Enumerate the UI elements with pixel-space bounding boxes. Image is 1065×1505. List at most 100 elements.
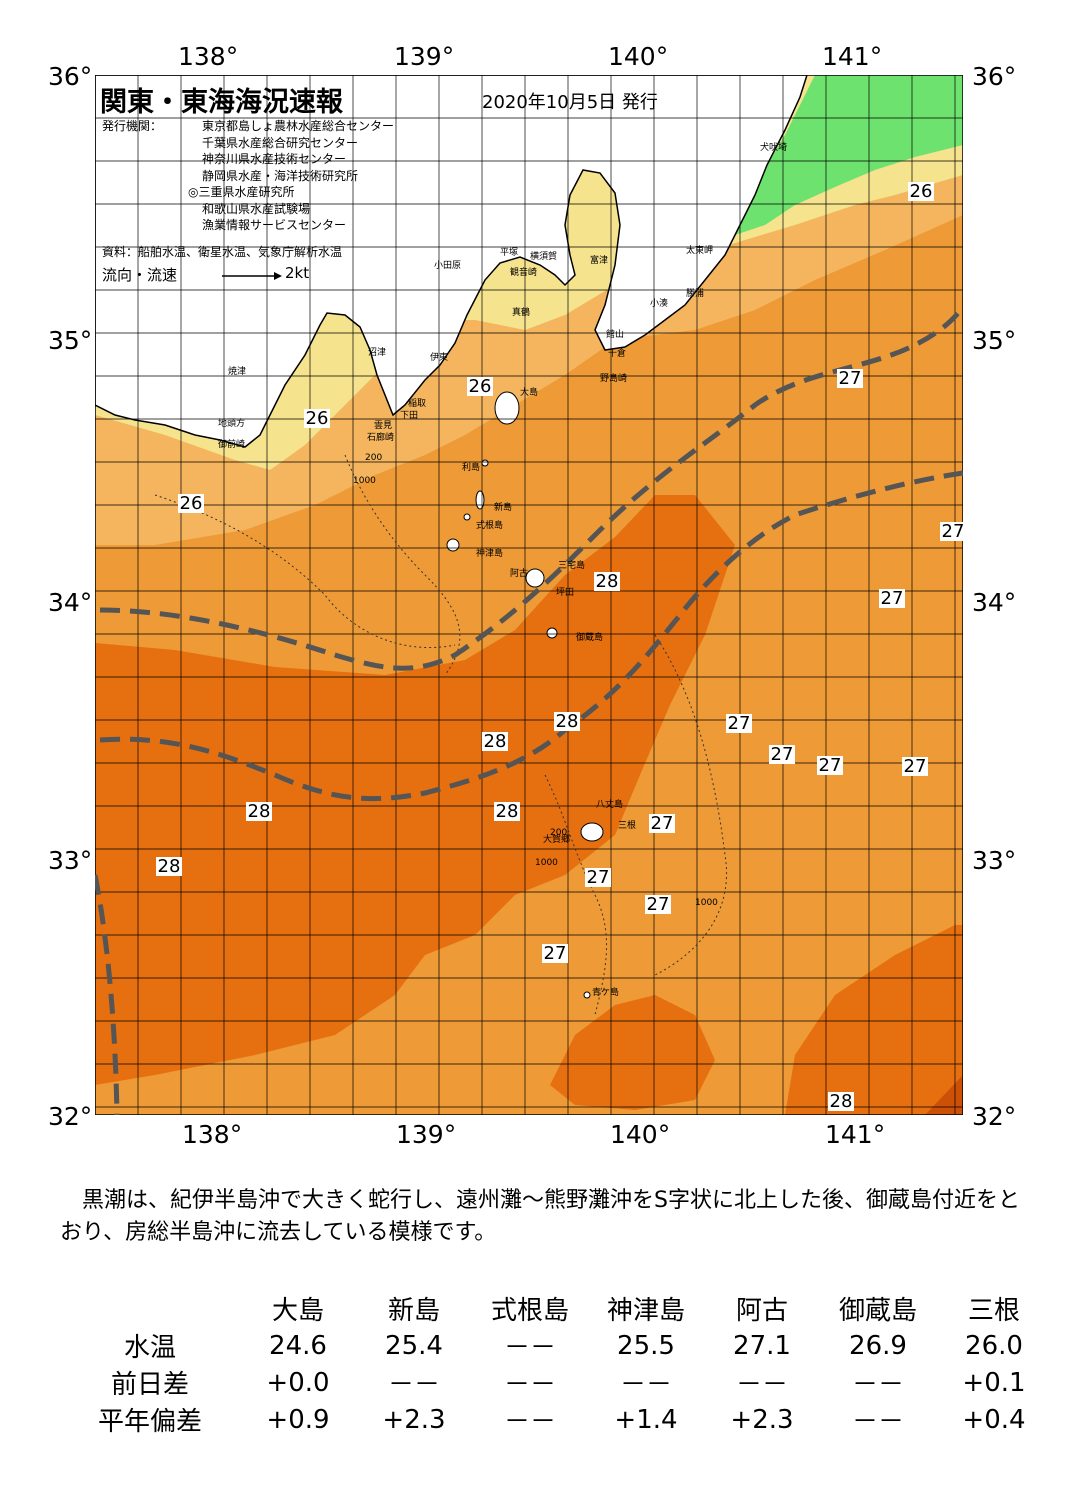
place-name: 八丈島 — [596, 800, 624, 810]
depth-contours — [154, 454, 727, 1016]
zone-24 — [735, 75, 963, 235]
land-honshu — [95, 75, 808, 448]
temp-label-bg — [304, 409, 330, 428]
cell: －－ — [503, 1370, 556, 1400]
lat-tick-left-32: 32° — [48, 1102, 93, 1131]
place-name: 雲見 — [374, 421, 393, 431]
temp-label: 27 — [839, 368, 862, 389]
place-name: 千倉 — [608, 349, 627, 359]
temp-label-bg — [494, 802, 520, 821]
island-kozushima — [446, 538, 460, 552]
observation-table: 大島 新島 式根島 神津島 阿古 御蔵島 三根 水温 24.6 25.4 －－ … — [60, 1290, 1052, 1438]
temp-label: 27 — [651, 813, 674, 834]
cell: +0.1 — [962, 1367, 1026, 1398]
temp-label: 27 — [771, 744, 794, 765]
issuer-0: 東京都島しょ農林水産総合センター — [202, 119, 395, 133]
lon-tick-bottom-139: 139° — [396, 1120, 457, 1149]
cell: 25.5 — [617, 1330, 675, 1361]
zone-28-main — [95, 495, 735, 1085]
cell: +0.4 — [962, 1404, 1026, 1435]
place-name: 新島 — [494, 503, 513, 513]
island-aogashima — [583, 991, 591, 999]
place-name: 神津島 — [476, 549, 504, 559]
temp-label-bg — [908, 182, 934, 201]
temp-label-bg — [594, 572, 620, 591]
lat-tick-left-33: 33° — [48, 846, 93, 875]
place-name: 館山 — [606, 330, 625, 340]
temp-label-bg — [246, 802, 272, 821]
place-name: 勝浦 — [686, 289, 705, 299]
place-name: 富津 — [590, 256, 609, 266]
cell: 26.9 — [849, 1330, 907, 1361]
temp-label: 28 — [830, 1091, 853, 1112]
temp-label: 28 — [484, 731, 507, 752]
depth-contour-a — [154, 494, 456, 649]
kuroshio-path-west — [95, 874, 120, 1115]
cell: －－ — [619, 1370, 672, 1400]
sea-temperature-map: 26 26 26 26 27 27 27 27 27 27 27 27 27 27 27 28 28 28 28 28… — [95, 75, 963, 1115]
depth-contour-d — [654, 634, 727, 976]
place-name: 沼津 — [368, 348, 387, 358]
temp-label: 26 — [306, 408, 329, 429]
temp-label-bg — [902, 757, 928, 776]
cell: 27.1 — [733, 1330, 791, 1361]
lat-tick-right-34: 34° — [972, 588, 1017, 617]
cell: 24.6 — [269, 1330, 327, 1361]
cell: －－ — [851, 1407, 904, 1437]
place-name: 三根 — [618, 821, 637, 831]
island-miyakejima — [525, 568, 545, 588]
temp-label: 27 — [819, 755, 842, 776]
lat-tick-right-32: 32° — [972, 1102, 1017, 1131]
place-name: 真鶴 — [512, 308, 531, 318]
temp-label-bg — [837, 369, 863, 388]
contour-label: 200 — [550, 828, 567, 838]
depth-contour-b — [344, 454, 461, 676]
place-name: 小田原 — [434, 261, 462, 271]
lat-tick-right-35: 35° — [972, 326, 1017, 355]
cell: +2.3 — [730, 1404, 794, 1435]
temp-label: 28 — [248, 801, 271, 822]
contour-label: 1000 — [695, 898, 718, 908]
col-ako: 阿古 — [735, 1296, 788, 1326]
contour-label: 200 — [365, 453, 382, 463]
place-name: 下田 — [400, 411, 419, 421]
header-empty — [60, 1290, 240, 1327]
lon-tick-top-140: 140° — [608, 42, 669, 71]
issue-date: 2020年10月5日 発行 — [482, 92, 658, 113]
place-name: 式根島 — [476, 521, 504, 531]
cell: －－ — [503, 1333, 556, 1363]
lon-tick-top-139: 139° — [394, 42, 455, 71]
issuer-6: 漁業情報サービスセンター — [202, 218, 347, 232]
cell: +0.9 — [266, 1404, 330, 1435]
temp-labels: 26 26 26 26 27 27 27 27 27 27 27 27 27 27 27 28 28 28 28 28… — [156, 181, 963, 1112]
temp-label: 26 — [469, 376, 492, 397]
island-shikinejima — [463, 513, 471, 521]
island-oshima — [494, 391, 520, 425]
temp-label: 27 — [544, 943, 567, 964]
col-niijima: 新島 — [387, 1296, 440, 1326]
data-sources: 資料：船舶水温、衛星水温、気象庁解析水温 — [102, 245, 343, 259]
place-name: 地頭方 — [218, 419, 246, 429]
place-name: 稲取 — [408, 399, 427, 409]
col-kozushima: 神津島 — [606, 1296, 685, 1326]
temp-label-bg — [585, 868, 611, 887]
place-name: 三宅島 — [558, 561, 586, 571]
depth-contour-c — [544, 774, 608, 1016]
lat-tick-left-36: 36° — [48, 62, 93, 91]
place-name: 焼津 — [228, 367, 247, 377]
place-name: 阿古 — [510, 569, 529, 579]
temp-label-bg — [482, 732, 508, 751]
island-hachijojima — [580, 822, 604, 842]
issuer-list: 東京都島しょ農林水産総合センター 千葉県水産総合研究センター 神奈川県水産技術セ… — [188, 118, 394, 234]
row-label: 平年偏差 — [97, 1407, 202, 1437]
temp-label-bg — [817, 756, 843, 775]
kuroshio-path-north — [99, 305, 963, 671]
place-name: 野島崎 — [600, 374, 628, 384]
island-mikurajima — [546, 627, 558, 639]
zone-28-se — [785, 925, 963, 1115]
place-name: 太東岬 — [686, 246, 714, 256]
temp-label-bg — [178, 494, 204, 513]
temp-label-bg — [467, 377, 493, 396]
cell: 26.0 — [965, 1330, 1023, 1361]
col-oshima: 大島 — [271, 1296, 324, 1326]
